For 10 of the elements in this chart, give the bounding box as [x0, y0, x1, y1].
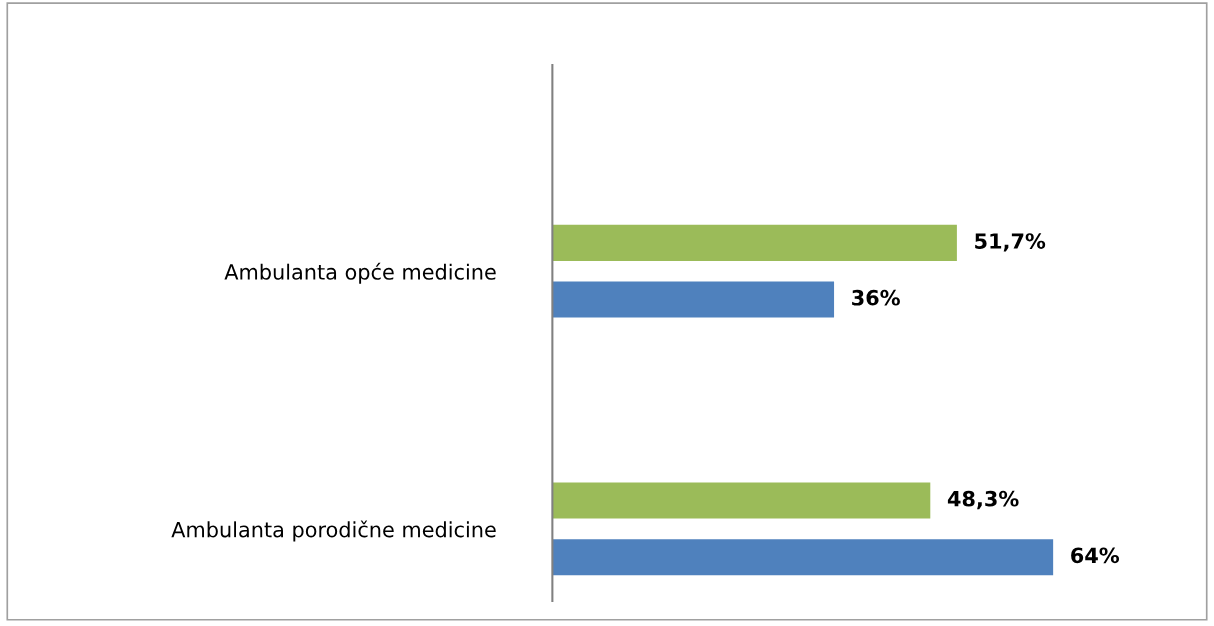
data-label: 64%	[1071, 547, 1120, 564]
bar	[552, 539, 1054, 576]
bar	[552, 224, 957, 261]
bar	[552, 281, 835, 318]
data-label: 51,7%	[975, 233, 1046, 252]
data-label: 36%	[852, 289, 900, 306]
y-tick-label: Ambulanta porodične medicine	[171, 520, 496, 542]
y-tick-label: Ambulanta opće medicine	[224, 262, 496, 284]
data-label: 48,3%	[947, 490, 1019, 510]
bar	[552, 482, 931, 519]
